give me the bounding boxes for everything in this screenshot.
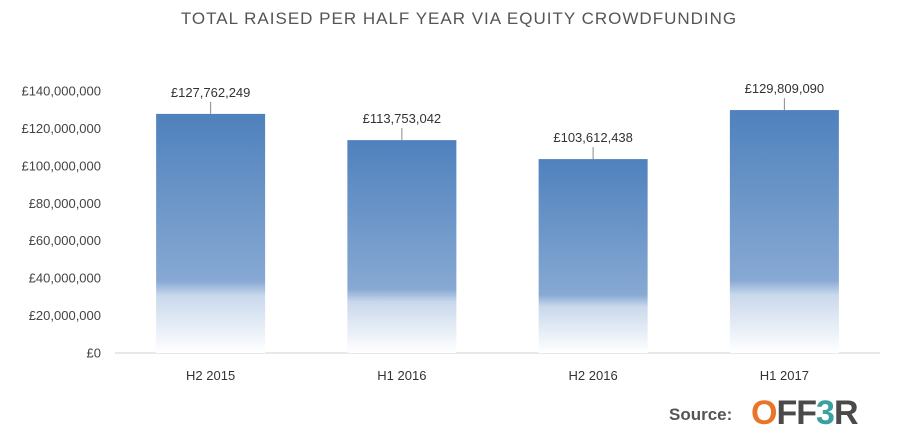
logo-letter: F bbox=[776, 394, 797, 432]
x-tick-label: H1 2017 bbox=[760, 368, 809, 383]
x-tick-label: H2 2015 bbox=[186, 368, 235, 383]
bars: £127,762,249 £113,753,042 £103,612,438 £129… bbox=[156, 81, 839, 354]
source-label: Source: bbox=[669, 405, 733, 424]
data-label: £103,612,438 bbox=[553, 130, 633, 145]
logo-letter: O bbox=[751, 394, 777, 432]
y-axis: £0 £20,000,000 £40,000,000 £60,000,000 £80,0… bbox=[21, 84, 101, 361]
x-axis: H2 2015 H1 2016 H2 2016 H1 2017 bbox=[186, 368, 809, 383]
chart-title: TOTAL RAISED PER HALF YEAR VIA EQUITY CR… bbox=[181, 9, 737, 28]
y-tick-label: £100,000,000 bbox=[21, 158, 101, 173]
y-tick-label: £80,000,000 bbox=[29, 196, 101, 211]
x-tick-label: H1 2016 bbox=[377, 368, 426, 383]
logo-letter: R bbox=[833, 394, 859, 432]
x-tick-label: H2 2016 bbox=[569, 368, 618, 383]
bar-h2-2016 bbox=[538, 159, 648, 353]
logo-letter: 3 bbox=[816, 394, 835, 432]
y-tick-label: £40,000,000 bbox=[29, 271, 101, 286]
bar-h2-2015 bbox=[156, 113, 266, 354]
logo-letter: F bbox=[796, 394, 817, 432]
bar-h1-2017 bbox=[729, 110, 839, 353]
y-tick-label: £0 bbox=[87, 346, 101, 361]
y-tick-label: £60,000,000 bbox=[29, 233, 101, 248]
data-label: £113,753,042 bbox=[363, 111, 442, 126]
data-label: £127,762,249 bbox=[171, 85, 251, 100]
y-tick-label: £20,000,000 bbox=[29, 308, 101, 323]
y-tick-label: £140,000,000 bbox=[21, 84, 101, 99]
bar-h1-2016 bbox=[347, 140, 457, 353]
data-label: £129,809,090 bbox=[745, 81, 825, 96]
y-tick-label: £120,000,000 bbox=[21, 121, 101, 136]
